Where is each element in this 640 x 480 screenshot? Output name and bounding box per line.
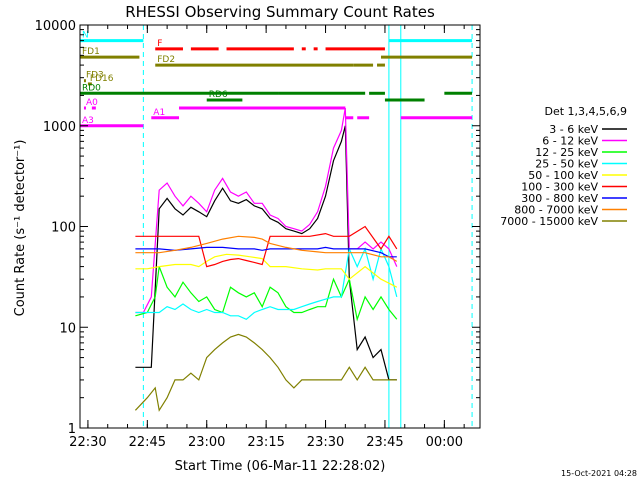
state-bar-label: N xyxy=(82,31,89,41)
legend-label: 3 - 6 keV xyxy=(549,123,598,136)
legend-label: 300 - 800 keV xyxy=(521,192,598,205)
footer-timestamp: 15-Oct-2021 04:28 xyxy=(561,469,637,478)
series-line xyxy=(135,225,398,268)
state-bar-label: A1 xyxy=(153,108,165,118)
state-bar-label: FD1 xyxy=(82,47,100,57)
y-tick-label: 1000 xyxy=(43,120,76,135)
state-bar-label: F xyxy=(157,39,162,49)
series-line xyxy=(135,235,398,262)
state-bar-label: A3 xyxy=(82,116,94,126)
state-bar-label: A0 xyxy=(86,98,98,108)
series-line xyxy=(135,107,398,314)
legend-label: 6 - 12 keV xyxy=(542,135,598,148)
series-line xyxy=(135,266,398,322)
series-line xyxy=(134,333,397,412)
x-tick-label: 23:00 xyxy=(188,435,225,450)
state-bar-label: RD0 xyxy=(82,83,101,93)
y-tick-label: 100 xyxy=(51,221,76,236)
x-tick-label: 22:30 xyxy=(69,435,106,450)
y-tick-label: 10 xyxy=(59,321,76,336)
x-tick-label: 23:45 xyxy=(366,435,403,450)
series-line xyxy=(135,246,398,321)
x-tick-label: 23:30 xyxy=(307,435,344,450)
y-tick-label: 10000 xyxy=(35,19,76,34)
x-tick-label: 00:00 xyxy=(426,435,463,450)
state-bar-label: RD6 xyxy=(209,90,228,100)
legend-title: Det 1,3,4,5,6,9 xyxy=(544,105,627,118)
x-tick-label: 22:45 xyxy=(129,435,166,450)
legend-label: 12 - 25 keV xyxy=(535,146,598,159)
legend-label: 25 - 50 keV xyxy=(535,158,598,171)
chart-title: RHESSI Observing Summary Count Rates xyxy=(125,3,435,21)
y-tick-label: 1 xyxy=(68,422,76,437)
legend-label: 800 - 7000 keV xyxy=(514,204,598,217)
legend-label: 100 - 300 keV xyxy=(521,181,598,194)
state-bar-label: FD3 xyxy=(86,71,104,81)
y-axis-label: Count Rate (s⁻¹ detector⁻¹) xyxy=(13,140,28,317)
x-axis-label: Start Time (06-Mar-11 22:28:02) xyxy=(175,459,386,474)
series-line xyxy=(135,253,398,288)
state-bar-label: FD2 xyxy=(157,55,175,65)
legend-label: 50 - 100 keV xyxy=(528,169,598,182)
series-line xyxy=(135,125,397,381)
x-tick-label: 23:15 xyxy=(247,435,284,450)
state-bar-label: FD16 xyxy=(90,74,114,84)
legend-label: 7000 - 15000 keV xyxy=(500,215,598,228)
